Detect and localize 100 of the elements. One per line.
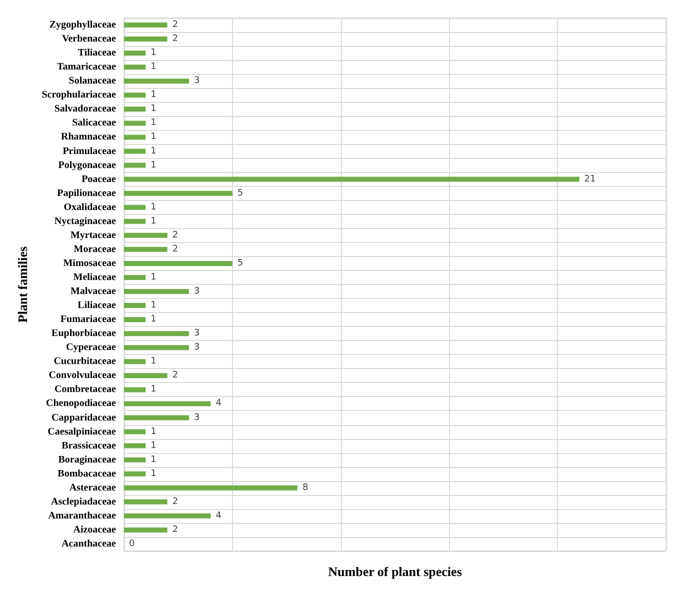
bar — [124, 22, 168, 28]
bar — [124, 260, 232, 266]
data-label: 1 — [150, 468, 156, 479]
bar — [124, 359, 146, 364]
bar — [124, 176, 580, 182]
bar — [124, 387, 146, 392]
bar — [124, 134, 146, 140]
data-label: 5 — [237, 188, 244, 198]
y-tick-label: Cucurbitaceae — [54, 356, 117, 368]
y-tick-label: Moraceae — [74, 244, 117, 255]
bar — [124, 162, 146, 168]
y-tick-label: Solanaceae — [68, 76, 117, 87]
bar — [124, 232, 168, 238]
y-tick-label: Tiliaceae — [78, 48, 117, 59]
bar — [124, 218, 146, 224]
y-tick-label: Acanthaceae — [62, 538, 117, 550]
data-label: 1 — [150, 104, 156, 114]
bar — [124, 289, 190, 294]
data-label: 1 — [150, 314, 156, 325]
data-label: 1 — [150, 118, 156, 128]
y-tick-label: Scrophulariaceae — [42, 90, 117, 101]
data-label: 1 — [150, 454, 156, 465]
bar — [124, 415, 190, 420]
y-tick-label: Zygophyllaceae — [49, 20, 117, 31]
data-label: 3 — [194, 412, 200, 423]
y-tick-label: Myrtaceae — [70, 230, 117, 241]
y-tick-label: Oxalidaceae — [64, 202, 117, 213]
data-label: 2 — [172, 230, 178, 240]
data-label: 2 — [172, 34, 178, 44]
bar — [124, 78, 190, 84]
bar — [124, 36, 168, 42]
data-label: 4 — [216, 510, 222, 521]
y-tick-label: Amaranthaceae — [48, 510, 117, 522]
bar — [124, 429, 146, 434]
bar — [124, 246, 168, 252]
bar — [124, 527, 168, 532]
data-label: 5 — [237, 258, 244, 268]
y-tick-label: Cyperaceae — [66, 342, 117, 354]
data-label: 8 — [302, 482, 308, 493]
y-tick-label: Liliaceae — [78, 300, 117, 312]
data-label: 21 — [584, 174, 596, 184]
bar — [124, 190, 232, 196]
bar — [124, 471, 146, 476]
bar — [124, 106, 146, 112]
data-label: 3 — [194, 328, 200, 339]
bar — [124, 274, 146, 280]
bar — [124, 457, 146, 462]
data-label: 2 — [172, 496, 178, 507]
bar — [124, 485, 298, 490]
y-tick-label: Meliaceae — [73, 272, 117, 283]
y-tick-label: Asteraceae — [69, 482, 117, 494]
y-tick-label: Aizoaceae — [73, 524, 117, 536]
y-tick-label: Malvaceae — [70, 286, 117, 298]
bar — [124, 64, 146, 70]
data-label: 1 — [150, 426, 156, 437]
y-tick-label: Capparidaceae — [52, 412, 117, 424]
bar — [124, 331, 190, 336]
y-tick-label: Combretaceae — [54, 384, 117, 396]
data-label: 3 — [194, 76, 200, 86]
y-tick-label: Mimosaceae — [63, 258, 117, 269]
data-label: 1 — [150, 216, 156, 226]
y-tick-label: Primulaceae — [62, 146, 117, 157]
data-label: 2 — [172, 20, 178, 30]
bar — [124, 443, 146, 448]
y-tick-label: Polygonaceae — [58, 160, 117, 171]
data-label: 1 — [150, 160, 156, 170]
y-tick-label: Salicaceae — [72, 118, 117, 129]
y-tick-label: Rhamnaceae — [61, 132, 117, 143]
bar — [124, 120, 146, 126]
y-tick-label: Verbenaceae — [62, 34, 117, 45]
bar — [124, 513, 211, 518]
data-label: 1 — [150, 132, 156, 142]
data-label: 0 — [129, 538, 135, 549]
y-tick-label: Papilionaceae — [57, 188, 117, 199]
y-tick-label: Salvadoraceae — [54, 104, 117, 115]
data-label: 4 — [216, 398, 222, 409]
bar — [124, 317, 146, 322]
y-tick-label: Nyctaginaceae — [54, 216, 117, 227]
y-axis-title: Plant families — [15, 246, 30, 323]
bar — [124, 50, 146, 56]
data-label: 1 — [150, 48, 156, 58]
y-tick-label: Caesalpiniaceae — [48, 426, 117, 438]
y-tick-label: Poaceae — [82, 174, 117, 185]
bar — [124, 204, 146, 210]
y-tick-label: Brassicaceae — [62, 440, 117, 452]
data-label: 2 — [172, 524, 178, 535]
data-label: 2 — [172, 244, 178, 254]
data-label: 3 — [194, 342, 200, 353]
data-label: 3 — [194, 286, 200, 297]
data-label: 1 — [150, 440, 156, 451]
y-tick-label: Tamaricaceae — [56, 62, 117, 73]
bar — [124, 345, 190, 350]
data-label: 1 — [150, 90, 156, 100]
y-tick-label: Euphorbiaceae — [52, 328, 117, 340]
data-label: 1 — [150, 272, 156, 282]
x-axis-title: Number of plant species — [328, 564, 462, 579]
bar — [124, 401, 211, 406]
bar — [124, 303, 146, 308]
bar — [124, 148, 146, 154]
data-label: 1 — [150, 356, 156, 367]
